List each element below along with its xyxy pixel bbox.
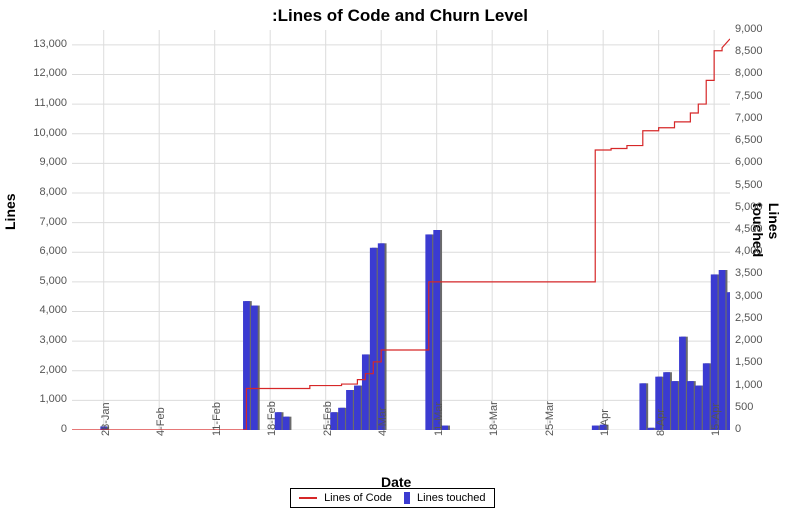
y-tick: 1,000 <box>39 393 67 405</box>
y-tick: 8,000 <box>39 186 67 198</box>
y-axis-label: Lines <box>2 193 18 230</box>
x-tick: 11-Mar <box>433 402 445 436</box>
y2-tick: 6,500 <box>735 134 763 146</box>
x-tick: 8-Apr <box>655 409 667 436</box>
y-tick: 6,000 <box>39 245 67 257</box>
y-tick: 11,000 <box>34 97 67 109</box>
x-tick: 25-Mar <box>544 401 556 436</box>
x-tick: 28-Jan <box>100 402 112 436</box>
y2-tick: 3,000 <box>735 290 763 302</box>
x-tick: 4-Feb <box>155 407 167 436</box>
y-tick: 2,000 <box>39 364 67 376</box>
y2-tick: 4,000 <box>735 245 763 257</box>
y-tick: 10,000 <box>33 127 67 139</box>
legend-label-bar: Lines touched <box>417 492 486 504</box>
chart-container: :Lines of Code and Churn Level Lines Lin… <box>0 0 800 500</box>
y2-tick: 8,000 <box>735 67 763 79</box>
y2-tick: 2,500 <box>735 312 763 324</box>
y-tick: 9,000 <box>39 156 67 168</box>
y2-tick: 6,000 <box>735 156 763 168</box>
y2-tick: 0 <box>735 423 741 435</box>
chart-title: :Lines of Code and Churn Level <box>0 6 800 26</box>
y-tick: 5,000 <box>39 275 67 287</box>
y2-tick: 7,000 <box>735 112 763 124</box>
y2-tick: 3,500 <box>735 267 763 279</box>
y2-tick: 1,500 <box>735 356 763 368</box>
legend-item-line: Lines of Code <box>299 492 392 504</box>
y-tick: 12,000 <box>33 67 67 79</box>
legend-swatch-bar <box>404 492 410 504</box>
x-tick: 18-Mar <box>488 401 500 436</box>
y-tick: 7,000 <box>39 216 67 228</box>
y2-tick: 5,500 <box>735 179 763 191</box>
y-tick: 0 <box>61 423 67 435</box>
y-tick: 3,000 <box>39 334 67 346</box>
y-tick: 4,000 <box>39 304 67 316</box>
y2-tick: 7,500 <box>735 90 763 102</box>
chart-svg <box>72 30 730 430</box>
plot-area <box>72 30 730 430</box>
y2-tick: 9,000 <box>735 23 763 35</box>
y2-tick: 2,000 <box>735 334 763 346</box>
x-tick: 11-Feb <box>211 402 223 436</box>
legend-item-bar: Lines touched <box>404 492 486 504</box>
y2-tick: 500 <box>735 401 753 413</box>
x-tick: 25-Feb <box>322 401 334 436</box>
y2-tick: 5,000 <box>735 201 763 213</box>
x-tick: 4-Mar <box>377 407 389 436</box>
legend: Lines of Code Lines touched <box>290 488 495 508</box>
legend-label-line: Lines of Code <box>324 492 392 504</box>
legend-swatch-line <box>299 497 317 499</box>
x-tick: 1-Apr <box>599 409 611 436</box>
x-tick: 15-Apr <box>710 403 722 436</box>
x-tick: 18-Feb <box>266 401 278 436</box>
y2-tick: 4,500 <box>735 223 763 235</box>
y-tick: 13,000 <box>33 38 67 50</box>
y2-tick: 8,500 <box>735 45 763 57</box>
y2-tick: 1,000 <box>735 379 763 391</box>
